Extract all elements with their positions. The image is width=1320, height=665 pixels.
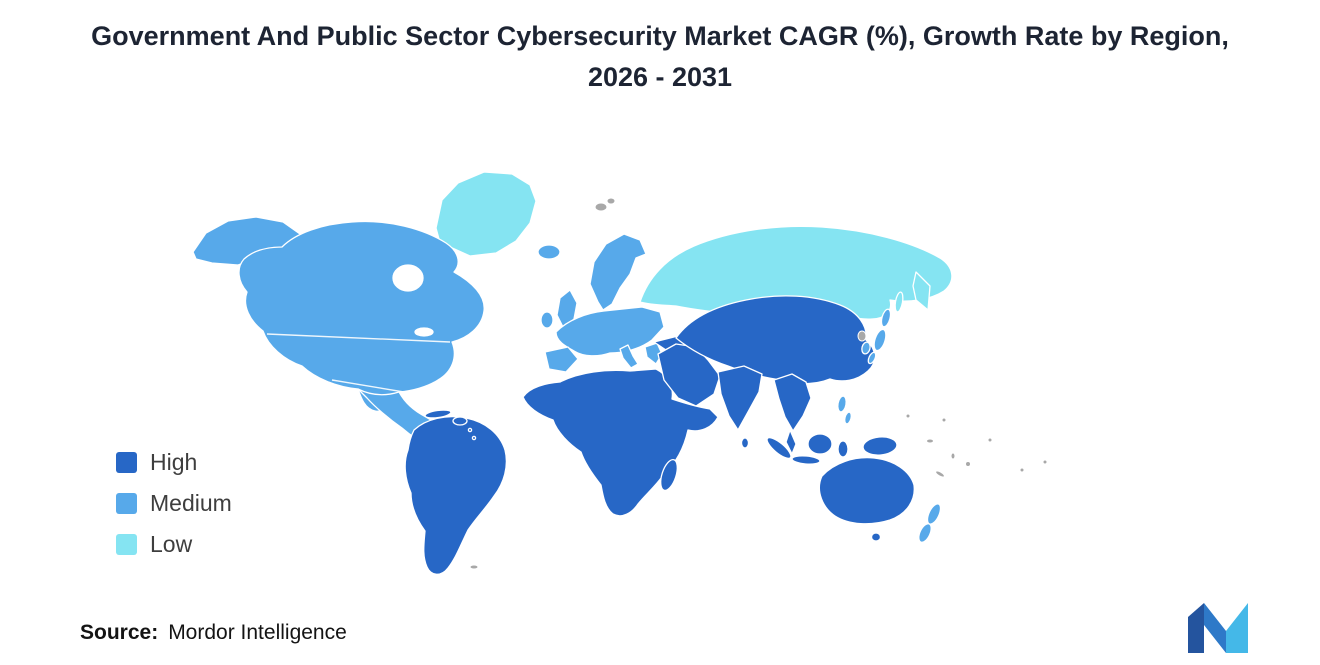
regions-high [404, 295, 915, 575]
source-label: Source: [80, 621, 159, 644]
logo-middle-diagonal [1204, 603, 1226, 653]
pacific-islands [926, 438, 934, 444]
legend-swatch-medium [116, 493, 137, 514]
region-svalbard [606, 197, 616, 205]
region-iberia [544, 346, 579, 373]
region-new-zealand [918, 523, 932, 543]
region-borneo [807, 433, 833, 455]
region-philippines [844, 411, 852, 425]
country-borders [266, 333, 451, 394]
regions-low [435, 171, 953, 320]
pacific-islands [935, 470, 945, 478]
region-scandinavia [589, 233, 647, 311]
region-north-america [238, 220, 485, 412]
pacific-islands [905, 413, 911, 419]
region-malay-peninsula [785, 429, 797, 455]
legend-item-low: Low [116, 531, 232, 558]
region-north-korea [857, 330, 867, 342]
region-lesser-antilles [467, 427, 473, 433]
great-lakes [414, 327, 434, 337]
region-africa [522, 368, 719, 517]
legend-swatch-low [116, 534, 137, 555]
region-indochina [773, 373, 812, 432]
source-value: Mordor Intelligence [168, 621, 347, 644]
pacific-islands [1019, 467, 1025, 473]
region-japan [873, 328, 887, 352]
region-kamchatka [912, 271, 931, 311]
chart-title: Government And Public Sector Cybersecuri… [0, 16, 1320, 98]
country-border [331, 379, 411, 394]
source-line: Source: Mordor Intelligence [80, 621, 347, 645]
legend-item-medium: Medium [116, 490, 232, 517]
region-sulawesi [837, 440, 849, 458]
region-sri-lanka [740, 437, 750, 449]
region-south-america [404, 415, 508, 575]
region-new-zealand [926, 503, 942, 525]
region-greenland [435, 171, 537, 257]
region-australia [818, 457, 915, 525]
pacific-islands [1042, 459, 1048, 465]
region-philippines [837, 395, 847, 413]
region-south-korea [861, 341, 871, 355]
region-falkland-islands [469, 564, 479, 570]
legend: High Medium Low [116, 449, 232, 572]
chart-title-line2: 2026 - 2031 [587, 62, 733, 92]
region-new-guinea [862, 436, 898, 456]
pacific-islands [965, 461, 971, 467]
region-ireland [540, 311, 554, 329]
pacific-islands [950, 452, 956, 460]
legend-label-low: Low [150, 531, 193, 557]
region-tasmania [870, 532, 882, 542]
region-hispaniola [452, 416, 468, 426]
region-lesser-antilles [471, 435, 477, 441]
region-java [791, 455, 821, 465]
region-madagascar [660, 458, 678, 492]
pacific-islands [941, 417, 947, 423]
region-iceland [537, 244, 561, 260]
logo-right-diagonal [1226, 603, 1248, 653]
legend-label-medium: Medium [150, 490, 232, 516]
region-sumatra [766, 436, 792, 460]
region-japan [867, 351, 877, 365]
region-italy [619, 344, 639, 369]
hudson-bay [392, 264, 424, 292]
region-india [717, 365, 763, 431]
region-svalbard [594, 202, 608, 212]
logo-left-bar [1188, 603, 1204, 653]
mordor-intelligence-logo [1188, 603, 1248, 653]
region-japan [880, 308, 892, 328]
country-border [266, 333, 451, 343]
region-sakhalin [894, 291, 904, 313]
pacific-islands [987, 437, 993, 443]
region-cuba [424, 409, 452, 419]
regions-no-data [469, 197, 1048, 570]
legend-swatch-high [116, 452, 137, 473]
chart-title-line1: Government And Public Sector Cybersecuri… [91, 21, 1229, 51]
legend-label-high: High [150, 449, 198, 475]
legend-item-high: High [116, 449, 232, 476]
